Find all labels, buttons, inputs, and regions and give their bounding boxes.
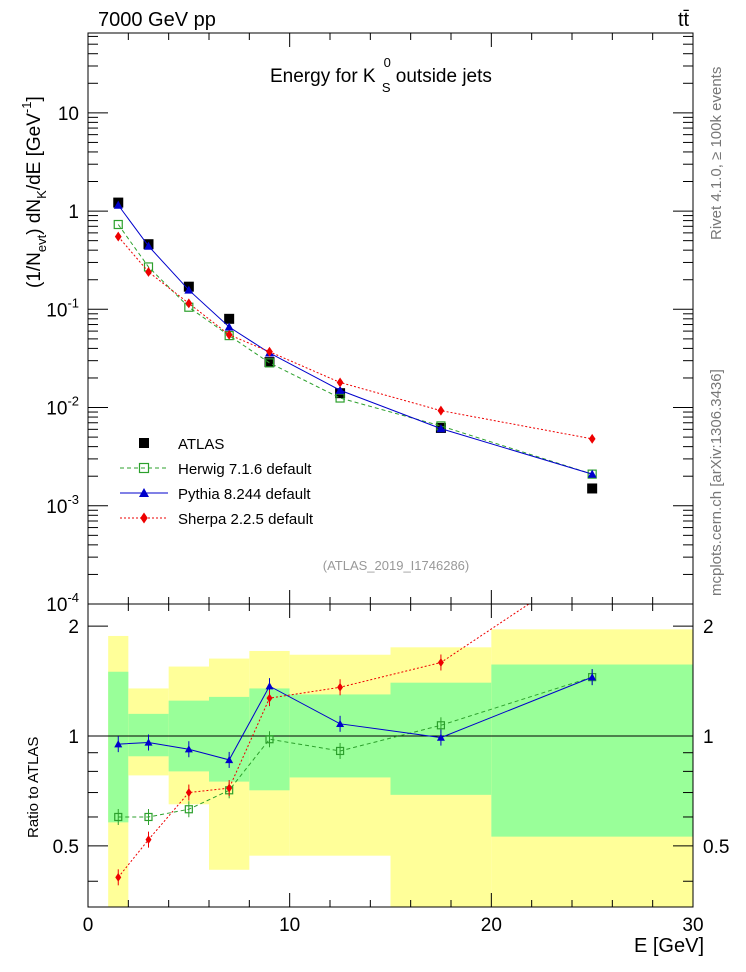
atlas-legend-label: ATLAS (178, 436, 224, 453)
sherpa-legend-marker (140, 512, 148, 524)
sherpa-ratio-point (266, 693, 273, 703)
herwig-ratio-point (436, 721, 446, 730)
y-tick-label: 10-2 (46, 394, 79, 420)
herwig-line (117, 224, 593, 475)
y-tick-label: 10-4 (46, 590, 79, 616)
y-tick-label: 10 (58, 104, 79, 125)
pythia-ratio-point (225, 755, 234, 764)
pythia-ratio-line (118, 676, 593, 761)
ratio-y-axis-label: Ratio to ATLAS (25, 737, 42, 838)
ratio-y-tick-label: 1 (68, 727, 79, 748)
sherpa-point (225, 329, 233, 340)
atlas-legend-marker (139, 438, 149, 448)
x-tick-label: 20 (481, 915, 502, 936)
herwig-ratio-line (118, 676, 593, 818)
pythia-ratio-point (336, 719, 345, 728)
y-tick-label: 10-1 (46, 295, 79, 321)
herwig-ratio-point (184, 805, 193, 814)
sherpa-point (437, 405, 445, 416)
ratio-y-tick-label: 0.5 (53, 837, 79, 858)
pythia-ratio-point (144, 738, 153, 746)
sherpa-point (114, 231, 122, 242)
axes: 0 10 20 30 10-4 10-3 10-2 10-1 1 10 0.5 0.5 1 1 2 2 (46, 33, 729, 936)
ratio-y-tick-label: 2 (68, 617, 79, 638)
pythia-legend-marker (139, 488, 149, 497)
pythia-point (184, 285, 194, 294)
ratio-band-inner (491, 664, 693, 837)
ratio-y-tick-label-right: 2 (703, 617, 714, 638)
sherpa-ratio-point (337, 682, 344, 692)
rivet-version-label: Rivet 4.1.0, ≥ 100k events (708, 67, 725, 240)
main-plot (113, 197, 598, 494)
ratio-plot (88, 604, 693, 907)
herwig-ratio-point (114, 812, 123, 822)
sherpa-point (266, 346, 273, 357)
herwig-point (335, 393, 345, 403)
pythia-point (113, 200, 123, 209)
sherpa-ratio-point (115, 872, 122, 882)
atlas-point (264, 357, 275, 368)
pythia-point (144, 241, 153, 250)
atlas-point (224, 313, 235, 324)
sherpa-point (185, 298, 193, 309)
herwig-legend-label: Herwig 7.1.6 default (178, 461, 312, 478)
sherpa-ratio-point (437, 658, 444, 667)
sherpa-ratio-point (226, 783, 233, 793)
title-tail: outside jets (391, 66, 492, 87)
ratio-series (114, 604, 597, 886)
plot-title: Energy for K0 S outside jets (270, 55, 492, 95)
sherpa-ratio-point (185, 788, 192, 797)
pythia-legend-label: Pythia 8.244 default (178, 486, 311, 503)
x-tick-label: 30 (682, 915, 703, 936)
analysis-id: (ATLAS_2019_I1746286) (323, 558, 469, 573)
main-panel-frame (88, 33, 693, 604)
herwig-ratio-point (265, 735, 274, 744)
title-superscript: 0 (384, 55, 391, 70)
herwig-ratio-point (144, 812, 153, 822)
sherpa-ratio-point (145, 835, 152, 845)
pythia-point (587, 469, 597, 478)
header-energy: 7000 GeV pp (98, 9, 216, 31)
pythia-line (117, 204, 593, 475)
mcplots-label: mcplots.cern.ch [arXiv:1306.3436] (708, 369, 725, 596)
pythia-ratio-point (265, 682, 274, 690)
herwig-ratio-point (335, 746, 345, 756)
ratio-y-tick-label-right: 1 (703, 727, 714, 748)
x-tick-label: 10 (279, 915, 300, 936)
main-y-axis-label: (1/Nevt) dNK/dE [GeV-1] (19, 96, 49, 288)
pythia-point (436, 424, 446, 433)
atlas-point (587, 483, 598, 494)
legend: ATLAS Herwig 7.1.6 default Pythia 8.244 de… (120, 436, 314, 528)
pythia-ratio-point (184, 745, 193, 753)
x-axis-label: E [GeV] (634, 935, 704, 957)
sherpa-point (588, 433, 596, 444)
x-tick-label: 0 (83, 915, 94, 936)
pythia-ratio-point (588, 673, 597, 681)
sherpa-legend-label: Sherpa 2.2.5 default (178, 511, 314, 528)
header-process: tt̄ (678, 9, 690, 31)
sherpa-point (145, 267, 152, 277)
y-tick-label: 1 (68, 202, 79, 223)
herwig-point (264, 358, 275, 368)
sherpa-ratio-line (117, 604, 530, 878)
pythia-point (224, 322, 234, 331)
sherpa-point (336, 377, 344, 388)
ratio-bands (88, 629, 693, 907)
ratio-y-tick-label-right: 0.5 (703, 837, 729, 858)
pythia-ratio-point (114, 740, 123, 748)
pythia-ratio-point (436, 733, 445, 741)
ratio-panel-border (87, 603, 694, 908)
main-series (113, 197, 598, 494)
herwig-point (113, 219, 123, 230)
ratio-band-inner (209, 696, 250, 782)
title-subscript: S (382, 80, 391, 95)
sherpa-line (117, 236, 593, 440)
herwig-legend-marker (138, 462, 150, 474)
y-tick-label: 10-3 (46, 492, 79, 518)
pythia-point (335, 385, 345, 394)
